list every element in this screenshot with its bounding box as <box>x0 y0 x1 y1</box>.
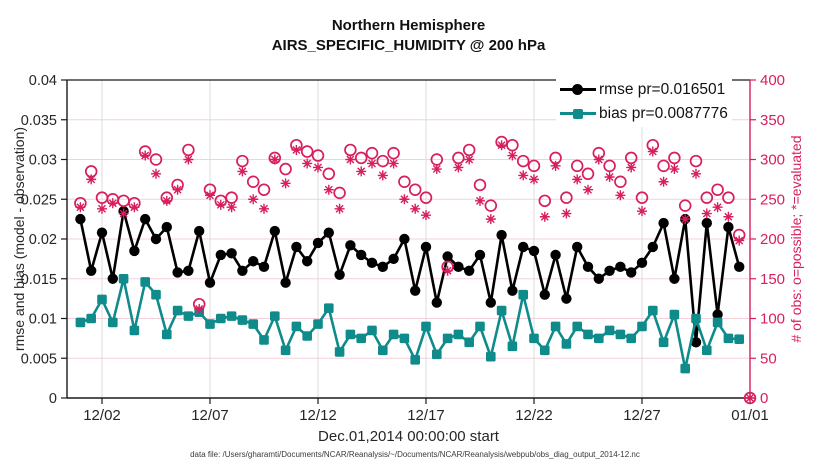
svg-text:0: 0 <box>49 391 57 407</box>
rmse-series <box>75 205 745 348</box>
svg-text:400: 400 <box>760 72 785 89</box>
svg-text:0.035: 0.035 <box>21 113 57 129</box>
legend-row-rmse: rmse pr=0.016501 <box>560 78 728 101</box>
svg-text:01/01: 01/01 <box>731 407 769 424</box>
rmse-line-marker-icon <box>560 78 596 101</box>
chart-subtitle: AIRS_SPECIFIC_HUMIDITY @ 200 hPa <box>271 37 546 54</box>
v-gridlines <box>101 80 751 398</box>
legend-label-rmse: rmse pr=0.016501 <box>599 80 726 98</box>
svg-text:150: 150 <box>760 271 785 288</box>
bias-line-marker-icon <box>560 102 596 125</box>
chart-title: Northern Hemisphere <box>331 17 486 34</box>
svg-text:250: 250 <box>760 191 785 208</box>
svg-text:100: 100 <box>760 311 785 328</box>
svg-text:0.03: 0.03 <box>29 153 57 169</box>
svg-text:350: 350 <box>760 112 785 129</box>
x-axis-label: Dec.01,2014 00:00:00 start <box>318 428 499 445</box>
axis-ticks: 0 0 0.005 50 0.01 100 0.015 150 0.02 200 0.025 250 0… <box>21 72 785 424</box>
svg-text:12/17: 12/17 <box>407 407 445 424</box>
svg-text:12/22: 12/22 <box>515 407 553 424</box>
right-axis-label: # of obs: o=possible; *=evaluated <box>788 135 804 343</box>
legend-row-bias: bias pr=0.0087776 <box>560 102 728 125</box>
svg-text:0.02: 0.02 <box>29 232 57 248</box>
svg-text:300: 300 <box>760 152 785 169</box>
chart-title-block: Northern Hemisphere AIRS_SPECIFIC_HUMIDI… <box>67 16 750 56</box>
svg-text:12/27: 12/27 <box>623 407 661 424</box>
svg-text:0.025: 0.025 <box>21 192 57 208</box>
svg-text:50: 50 <box>760 350 777 367</box>
data-file-caption: data file: /Users/gharamti/Documents/NCA… <box>190 450 640 459</box>
svg-text:12/07: 12/07 <box>191 407 229 424</box>
evaluated-series <box>75 140 755 403</box>
bias-series <box>75 273 744 374</box>
svg-text:200: 200 <box>760 231 785 248</box>
svg-text:12/02: 12/02 <box>83 407 121 424</box>
svg-text:12/12: 12/12 <box>299 407 337 424</box>
svg-text:0: 0 <box>760 390 768 407</box>
left-axis-label: rmse and bias (model - observation) <box>11 126 27 352</box>
legend: rmse pr=0.016501 bias pr=0.0087776 <box>556 76 732 127</box>
svg-text:0.01: 0.01 <box>29 312 57 328</box>
svg-text:0.005: 0.005 <box>21 351 57 367</box>
legend-label-bias: bias pr=0.0087776 <box>599 104 728 122</box>
svg-text:0.04: 0.04 <box>29 73 57 89</box>
svg-text:0.015: 0.015 <box>21 272 57 288</box>
